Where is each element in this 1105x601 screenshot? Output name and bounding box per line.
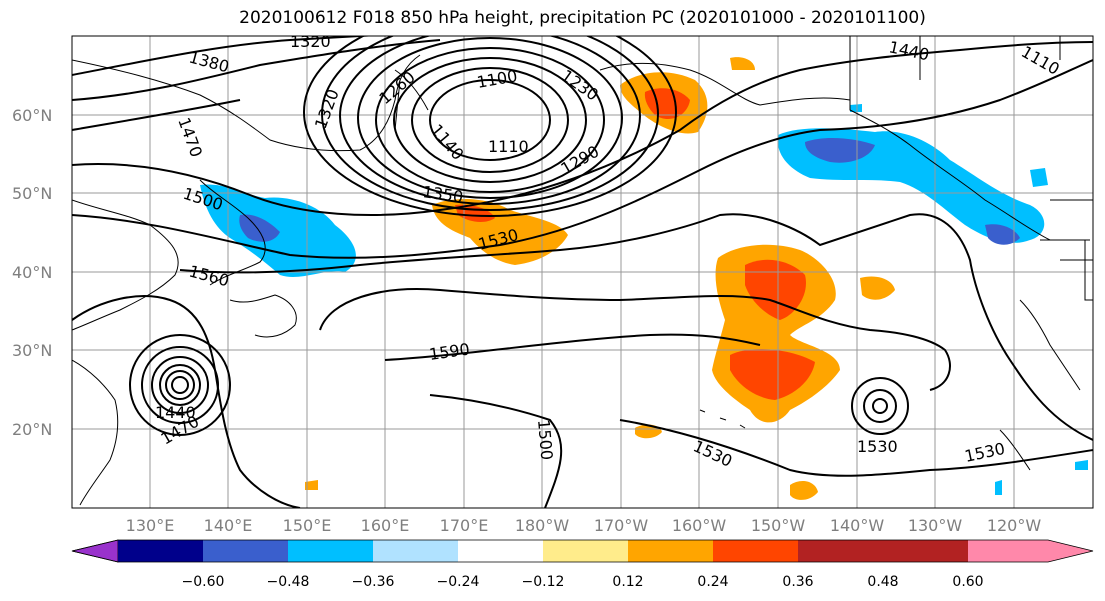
longitude-labels: 130°E 140°E 150°E 160°E 170°E 180°W 170°… <box>126 516 1042 535</box>
colorbar-extend-high <box>968 540 1093 562</box>
contour-label: 1110 <box>488 137 529 156</box>
colorbar-bin <box>373 540 458 562</box>
colorbar-bin <box>203 540 288 562</box>
lon-label: 140°E <box>204 516 253 535</box>
colorbar-tick: 0.60 <box>952 574 983 590</box>
contour-label: 1440 <box>155 403 196 422</box>
lon-label: 150°W <box>751 516 806 535</box>
lat-label: 50°N <box>12 184 52 203</box>
colorbar-extend-low <box>71 539 119 563</box>
lat-label: 30°N <box>12 341 52 360</box>
map-title: 2020100612 F018 850 hPa height, precipit… <box>239 8 926 28</box>
colorbar-tick: 0.12 <box>612 574 643 590</box>
colorbar-tick: 0.24 <box>697 574 728 590</box>
lon-label: 130°E <box>126 516 175 535</box>
lon-label: 180°W <box>515 516 570 535</box>
colorbar-tick: −0.12 <box>522 574 565 590</box>
lon-label: 160°W <box>672 516 727 535</box>
colorbar-tick: −0.24 <box>437 574 480 590</box>
colorbar-bin <box>288 540 373 562</box>
colorbar-tick: 0.48 <box>867 574 898 590</box>
lon-label: 160°E <box>361 516 410 535</box>
colorbar-tick: −0.60 <box>182 574 225 590</box>
lon-label: 130°W <box>908 516 963 535</box>
contour-label: 1500 <box>534 419 556 461</box>
lon-label: 140°W <box>830 516 885 535</box>
plot-border <box>71 35 1094 509</box>
height-contours <box>72 36 1093 508</box>
lon-label: 120°W <box>987 516 1042 535</box>
colorbar-tick: −0.36 <box>352 574 395 590</box>
colorbar-bin <box>798 540 883 562</box>
contour-label: 1530 <box>857 437 898 456</box>
lat-label: 40°N <box>12 263 52 282</box>
colorbar-bin <box>628 540 713 562</box>
lat-label: 20°N <box>12 420 52 439</box>
colorbar-bin <box>543 540 628 562</box>
latitude-labels: 60°N 50°N 40°N 30°N 20°N <box>12 106 52 439</box>
colorbar-outline <box>71 539 1094 563</box>
contour-label: 1320 <box>290 32 331 51</box>
lon-label: 170°E <box>440 516 489 535</box>
colorbar-bin <box>118 540 203 562</box>
colorbar-bin <box>713 540 798 562</box>
colorbar-tick: 0.36 <box>782 574 813 590</box>
colorbar-tick: −0.48 <box>267 574 310 590</box>
lat-label: 60°N <box>12 106 52 125</box>
lon-label: 170°W <box>594 516 649 535</box>
colorbar-bin <box>883 540 968 562</box>
lon-label: 150°E <box>283 516 332 535</box>
colorbar-bin <box>458 540 543 562</box>
colorbar: −0.60 −0.48 −0.36 −0.24 −0.12 0.12 0.24 … <box>71 539 1094 590</box>
